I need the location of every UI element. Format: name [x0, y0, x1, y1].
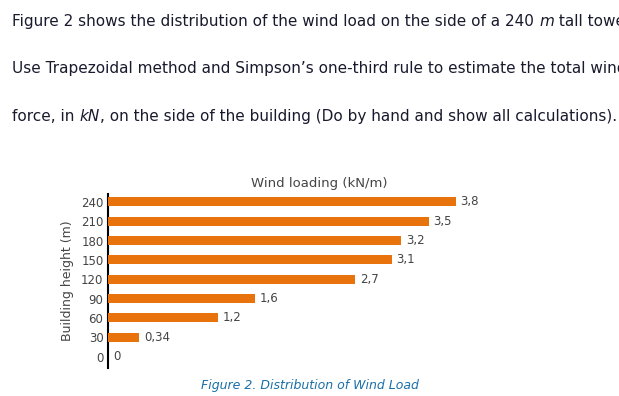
Bar	[108, 236, 401, 245]
Bar	[108, 294, 255, 303]
Y-axis label: Building height (m): Building height (m)	[61, 221, 74, 341]
Text: 3,2: 3,2	[405, 234, 425, 247]
Text: tall tower.: tall tower.	[554, 14, 619, 29]
Text: Figure 2. Distribution of Wind Load: Figure 2. Distribution of Wind Load	[201, 379, 418, 392]
Bar	[108, 275, 355, 284]
Bar	[108, 217, 428, 226]
Text: 3,1: 3,1	[397, 253, 415, 267]
Text: 3,8: 3,8	[461, 195, 479, 208]
Text: 3,5: 3,5	[433, 215, 452, 228]
Text: Figure 2 shows the distribution of the wind load on the side of a 240: Figure 2 shows the distribution of the w…	[12, 14, 539, 29]
Text: , on the side of the building (Do by hand and show all calculations).: , on the side of the building (Do by han…	[100, 109, 617, 124]
Bar	[108, 333, 139, 342]
Text: m: m	[539, 14, 554, 29]
Title: Wind loading (kN/m): Wind loading (kN/m)	[251, 177, 387, 190]
Text: 0,34: 0,34	[144, 331, 170, 344]
Text: 2,7: 2,7	[360, 273, 379, 286]
Text: 0: 0	[113, 350, 120, 363]
Text: Use Trapezoidal method and Simpson’s one-third rule to estimate the total wind: Use Trapezoidal method and Simpson’s one…	[12, 61, 619, 76]
Text: kN: kN	[80, 109, 100, 124]
Text: force, in: force, in	[12, 109, 80, 124]
Bar	[108, 255, 392, 265]
Bar	[108, 313, 218, 322]
Text: 1,2: 1,2	[223, 311, 241, 324]
Bar	[108, 197, 456, 206]
Text: 1,6: 1,6	[259, 292, 278, 305]
